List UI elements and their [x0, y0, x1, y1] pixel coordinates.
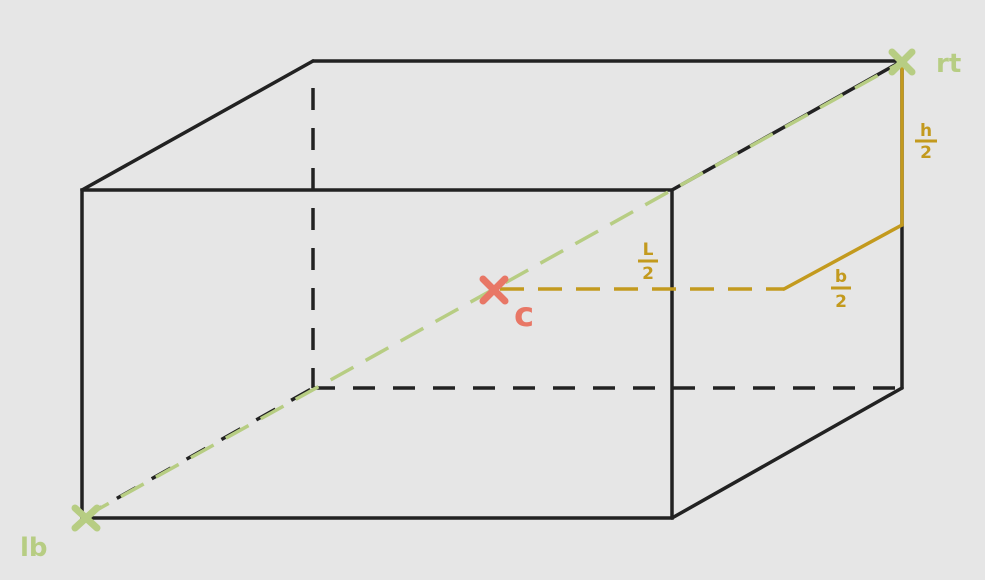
half-length-denominator: 2	[642, 264, 654, 284]
space-diagonal	[85, 60, 903, 518]
half-breadth-label: b 2	[831, 267, 851, 312]
half-breadth-numerator: b	[835, 267, 847, 287]
half-breadth-denominator: 2	[835, 292, 847, 312]
half-height-denominator: 2	[920, 143, 932, 163]
center-marker	[479, 275, 509, 305]
half-dimension-path	[500, 60, 904, 291]
cuboid-hidden-edges	[81, 88, 902, 520]
half-length-label: L 2	[638, 240, 658, 284]
bottom-right-depth-edge	[670, 386, 904, 520]
center-label: c	[514, 295, 534, 335]
half-height-label: h 2	[915, 121, 937, 163]
half-breadth-line	[782, 223, 904, 291]
front-face	[80, 188, 674, 520]
top-left-depth-edge	[80, 59, 315, 192]
rt-label: rt	[936, 49, 961, 79]
lb-marker	[71, 504, 101, 532]
rt-marker	[888, 48, 916, 76]
lb-label: lb	[20, 533, 48, 563]
half-length-numerator: L	[643, 240, 654, 260]
half-height-numerator: h	[920, 121, 932, 141]
